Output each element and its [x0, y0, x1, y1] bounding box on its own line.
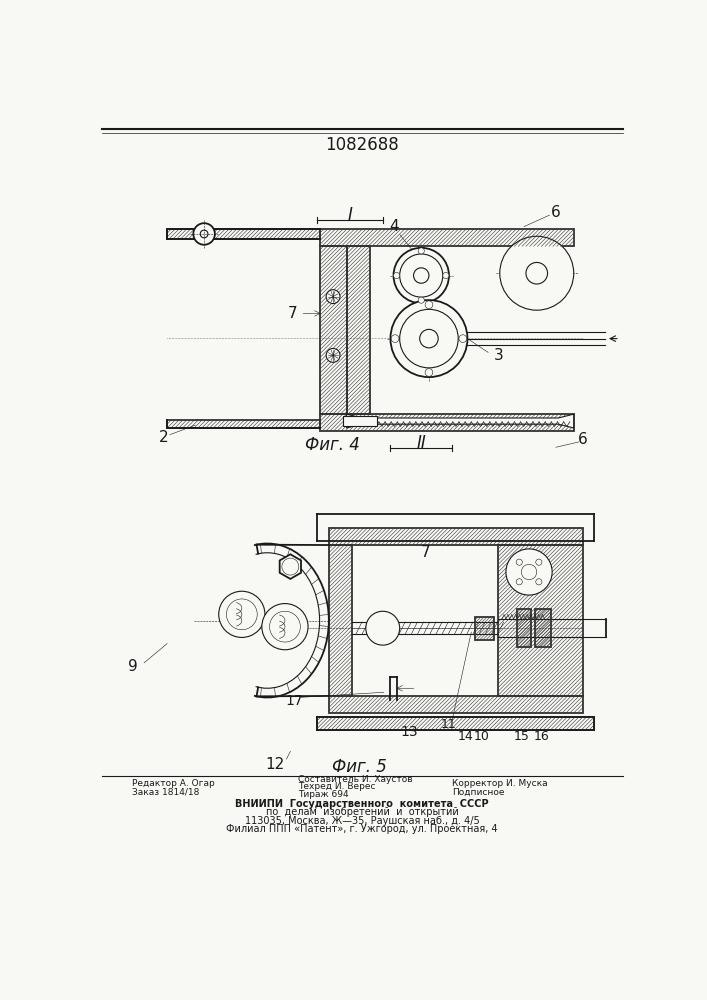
Text: по  делам  изобретений  и  открытий: по делам изобретений и открытий — [266, 807, 458, 817]
Circle shape — [420, 329, 438, 348]
Text: I: I — [348, 206, 353, 224]
Polygon shape — [280, 554, 301, 579]
Circle shape — [414, 268, 429, 283]
Text: 113035, Москва, Ж—35, Раушская наб., д. 4/5: 113035, Москва, Ж—35, Раушская наб., д. … — [245, 816, 479, 826]
Text: Составитель И. Хаустов: Составитель И. Хаустов — [298, 775, 413, 784]
Circle shape — [193, 223, 215, 245]
Bar — [329, 545, 352, 696]
Circle shape — [391, 335, 399, 342]
Text: 12: 12 — [265, 757, 284, 772]
Text: 7: 7 — [420, 545, 430, 560]
Text: 13: 13 — [401, 725, 419, 739]
Circle shape — [425, 369, 433, 376]
Bar — [320, 414, 573, 431]
Text: 9: 9 — [128, 659, 137, 674]
Bar — [518, 609, 532, 647]
Text: Филиал ППП «Патент», г. Ужгород, ул. Проектная, 4: Филиал ППП «Патент», г. Ужгород, ул. Про… — [226, 824, 498, 834]
Bar — [329, 528, 583, 545]
Circle shape — [282, 558, 299, 575]
Circle shape — [506, 549, 552, 595]
Text: 6: 6 — [551, 205, 561, 220]
Text: 17: 17 — [286, 694, 303, 708]
Text: Техред И. Верес: Техред И. Верес — [298, 782, 375, 791]
Circle shape — [425, 301, 433, 309]
Bar — [167, 420, 320, 428]
Circle shape — [521, 564, 537, 580]
Circle shape — [418, 297, 424, 303]
Circle shape — [269, 611, 300, 642]
Circle shape — [459, 335, 467, 342]
Circle shape — [394, 248, 449, 303]
Text: II: II — [416, 434, 426, 452]
Text: Подписное: Подписное — [452, 788, 505, 797]
Text: 7: 7 — [288, 306, 298, 321]
Circle shape — [418, 248, 424, 254]
Bar — [317, 717, 595, 730]
Bar — [329, 696, 583, 713]
Circle shape — [500, 236, 573, 310]
Text: 16: 16 — [534, 730, 549, 742]
Circle shape — [326, 290, 340, 304]
Circle shape — [399, 254, 443, 297]
Text: 4: 4 — [390, 219, 399, 234]
Text: Фиг. 5: Фиг. 5 — [332, 758, 387, 776]
Text: 15: 15 — [513, 730, 530, 742]
Text: Редактор А. Огар: Редактор А. Огар — [132, 779, 215, 788]
Bar — [346, 246, 370, 414]
Circle shape — [536, 579, 542, 585]
Bar — [320, 246, 346, 414]
Bar — [475, 617, 494, 640]
Circle shape — [516, 559, 522, 565]
Circle shape — [516, 579, 522, 585]
Text: 11: 11 — [440, 718, 456, 731]
Text: Заказ 1814/18: Заказ 1814/18 — [132, 788, 200, 797]
Circle shape — [443, 272, 449, 279]
Bar — [498, 545, 583, 696]
Circle shape — [366, 611, 399, 645]
Text: 14: 14 — [458, 730, 474, 742]
Circle shape — [262, 604, 308, 650]
Circle shape — [226, 599, 257, 630]
Circle shape — [390, 300, 467, 377]
Text: 2: 2 — [158, 430, 168, 445]
Text: ВНИИПИ  Государственного  комитета  СССР: ВНИИПИ Государственного комитета СССР — [235, 799, 489, 809]
Circle shape — [394, 272, 399, 279]
Text: Тираж 694: Тираж 694 — [298, 790, 349, 799]
Bar — [343, 416, 378, 426]
Bar — [535, 609, 551, 647]
Circle shape — [399, 309, 458, 368]
Circle shape — [218, 591, 265, 637]
Text: 10: 10 — [474, 730, 489, 742]
Bar — [167, 229, 320, 239]
Text: 1082688: 1082688 — [325, 136, 399, 154]
Circle shape — [536, 559, 542, 565]
Text: 6: 6 — [578, 432, 588, 447]
Circle shape — [200, 230, 208, 238]
Text: Корректор И. Муска: Корректор И. Муска — [452, 779, 548, 788]
Text: 3: 3 — [493, 348, 503, 363]
Bar — [320, 229, 573, 246]
Circle shape — [526, 262, 547, 284]
Circle shape — [326, 348, 340, 362]
Polygon shape — [346, 414, 573, 428]
Text: Фиг. 4: Фиг. 4 — [305, 436, 360, 454]
